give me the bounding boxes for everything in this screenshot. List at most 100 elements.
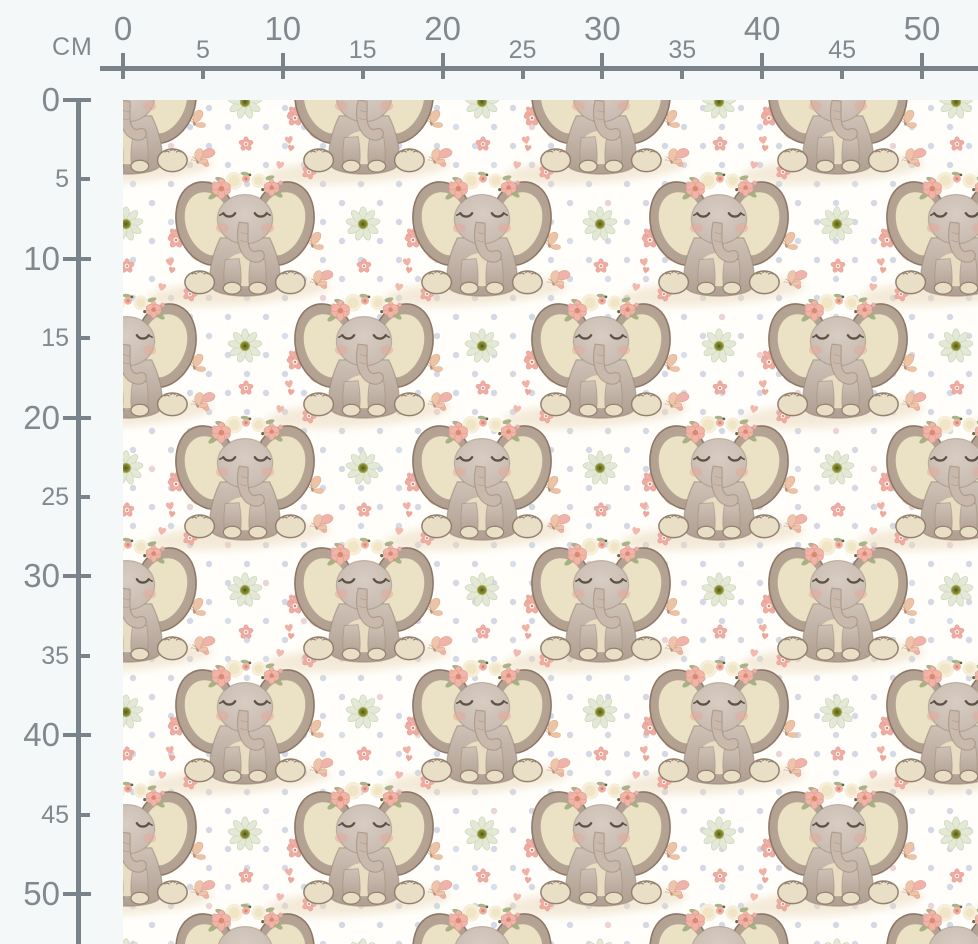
polka-dot [224, 579, 232, 587]
elephant-motif [293, 780, 435, 908]
daisy-icon [819, 206, 855, 242]
heart-icon [879, 266, 887, 274]
polka-dot [205, 902, 213, 910]
heart-icon [405, 510, 413, 518]
flower-icon [356, 502, 372, 518]
polka-dot [927, 332, 935, 340]
horizontal-ruler-label: 0 [113, 10, 133, 47]
polka-dot [680, 845, 688, 853]
daisy-icon [701, 328, 737, 364]
polka-dot [490, 883, 498, 891]
flower-icon [830, 502, 846, 518]
polka-dot [965, 864, 973, 872]
polka-dot [395, 446, 403, 454]
polka-dot [870, 693, 878, 701]
polka-dot [338, 921, 346, 929]
horizontal-ruler-tick [680, 67, 685, 79]
vertical-ruler-tick [63, 415, 91, 420]
polka-dot [452, 617, 460, 625]
polka-dot [338, 275, 346, 283]
polka-dot [262, 883, 270, 891]
polka-dot [813, 750, 821, 758]
polka-dot [433, 750, 441, 758]
elephant-motif [174, 170, 316, 298]
polka-dot [224, 807, 232, 815]
polka-dot [794, 465, 802, 473]
flower-icon [949, 136, 965, 152]
polka-dot [129, 484, 137, 492]
polka-dot [376, 199, 384, 207]
vertical-ruler-line [76, 98, 81, 944]
polka-dot [756, 579, 764, 587]
polka-dot [851, 484, 859, 492]
polka-dot [870, 503, 878, 511]
horizontal-ruler-label: 10 [264, 10, 302, 47]
polka-dot [699, 636, 707, 644]
polka-dot [281, 370, 289, 378]
polka-dot [813, 446, 821, 454]
elephant-motif [648, 170, 790, 298]
polka-dot [566, 503, 574, 511]
elephant-motif [885, 658, 978, 786]
horizontal-ruler-label: 35 [668, 36, 697, 64]
polka-dot [547, 750, 555, 758]
daisy-icon [464, 100, 500, 120]
polka-dot [737, 636, 745, 644]
polka-dot [794, 237, 802, 245]
flower-icon [238, 136, 254, 152]
polka-dot [376, 503, 384, 511]
polka-dot [281, 788, 289, 796]
flower-icon [593, 746, 609, 762]
polka-dot [319, 142, 327, 150]
polka-dot [623, 674, 631, 682]
polka-dot [889, 256, 897, 264]
polka-dot [566, 541, 574, 549]
polka-dot [775, 864, 783, 872]
heart-icon [524, 144, 532, 152]
polka-dot [205, 560, 213, 568]
polka-dot [281, 104, 289, 112]
polka-dot [509, 864, 517, 872]
polka-dot [338, 199, 346, 207]
daisy-icon [123, 694, 144, 730]
elephant-motif [293, 100, 435, 176]
daisy-icon [464, 572, 500, 608]
polka-dot [870, 199, 878, 207]
polka-dot [129, 446, 137, 454]
polka-dot [737, 408, 745, 416]
horizontal-ruler-label: 15 [348, 36, 377, 64]
polka-dot [205, 104, 213, 112]
elephant-motif [123, 780, 198, 908]
polka-dot [775, 142, 783, 150]
polka-dot [528, 541, 536, 549]
polka-dot [262, 389, 270, 397]
polka-dot [509, 826, 517, 834]
heart-icon [521, 623, 531, 633]
heart-icon [405, 266, 413, 274]
polka-dot [433, 826, 441, 834]
daisy-icon [227, 328, 263, 364]
polka-dot [642, 769, 650, 777]
polka-dot [148, 731, 156, 739]
polka-dot [794, 427, 802, 435]
polka-dot [756, 351, 764, 359]
polka-dot [319, 750, 327, 758]
polka-dot [756, 617, 764, 625]
polka-dot [623, 484, 631, 492]
polka-dot [148, 693, 156, 701]
polka-dot [129, 522, 137, 530]
horizontal-ruler-label: 50 [903, 10, 941, 47]
polka-dot [946, 161, 954, 169]
polka-dot [148, 769, 156, 777]
polka-dot [699, 598, 707, 606]
daisy-icon [701, 100, 737, 120]
vertical-ruler-label: 35 [41, 641, 69, 670]
polka-dot [338, 465, 346, 473]
polka-dot [243, 408, 251, 416]
heart-icon [405, 754, 413, 762]
polka-dot [148, 921, 156, 929]
polka-dot [642, 465, 650, 473]
flower-icon [949, 868, 965, 884]
polka-dot [623, 522, 631, 530]
polka-dot [756, 883, 764, 891]
